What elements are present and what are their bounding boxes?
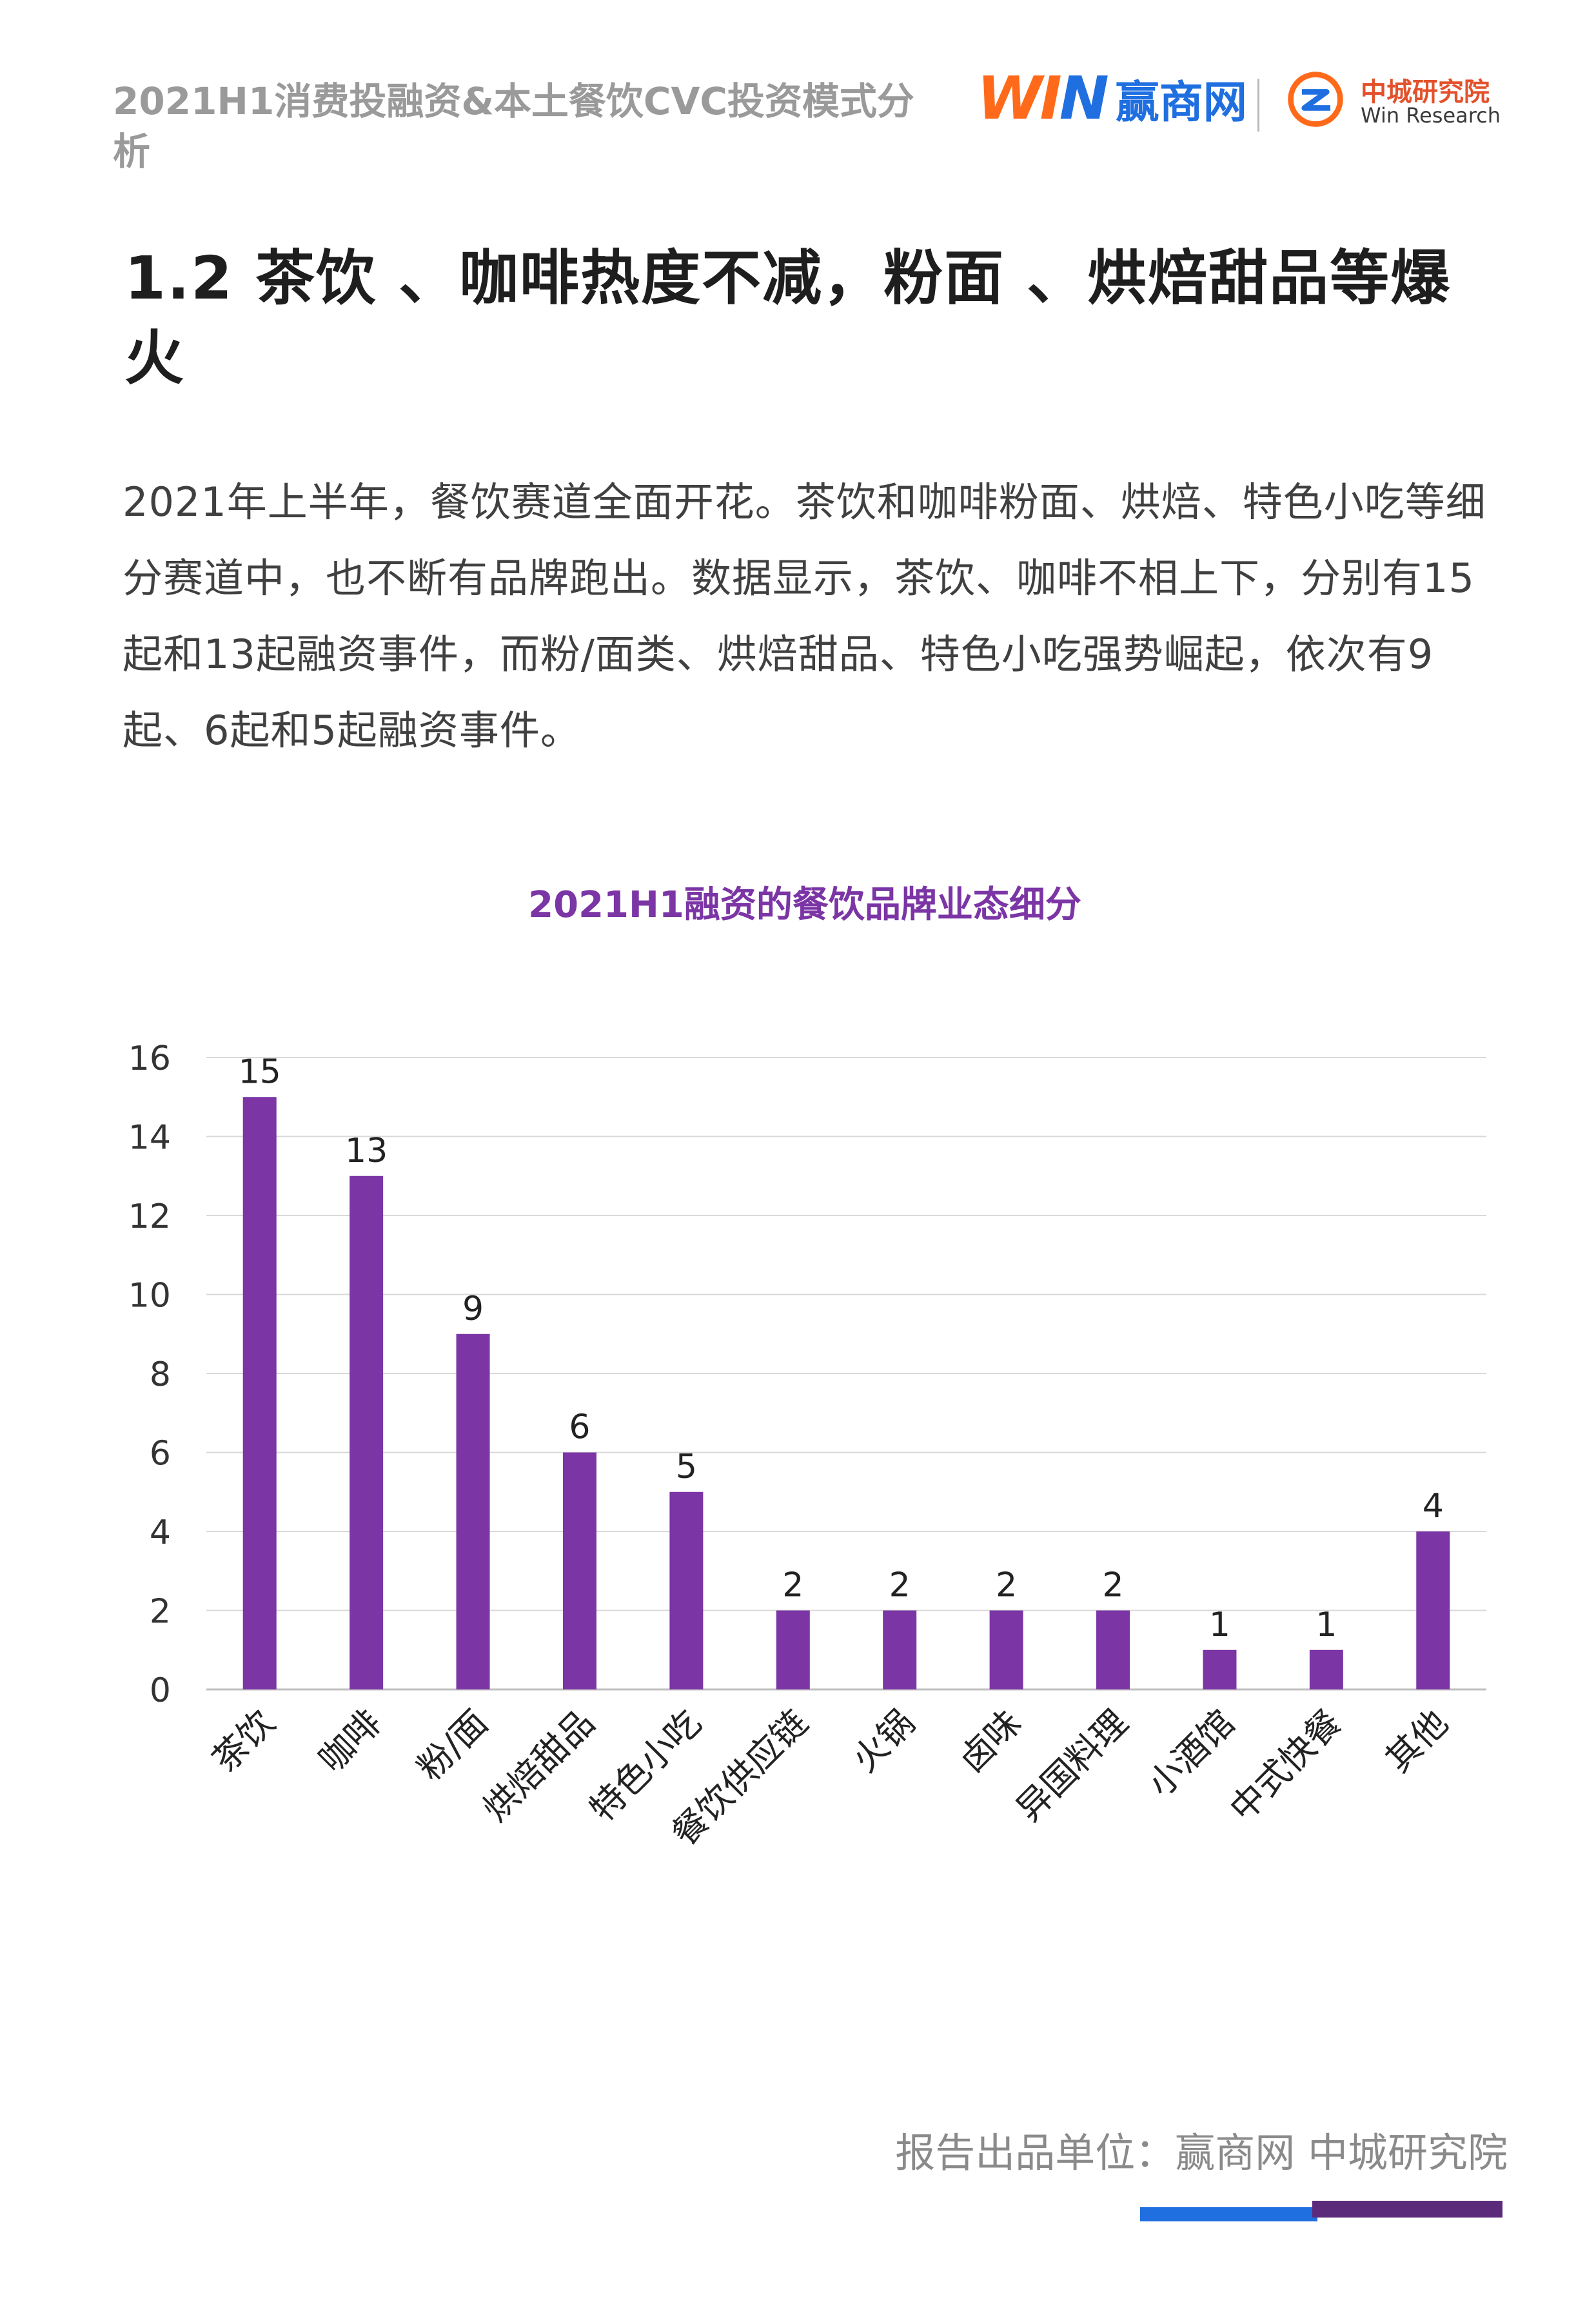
y-tick-label: 10 [128, 1277, 171, 1315]
footer-accent-bar-purple [1312, 2201, 1502, 2218]
bar [1203, 1649, 1237, 1689]
bar [350, 1176, 384, 1689]
y-tick-label: 16 [128, 1039, 171, 1078]
y-tick-label: 14 [128, 1119, 171, 1157]
chart-bars [242, 1097, 1450, 1689]
x-tick-label: 粉/面 [409, 1702, 496, 1789]
y-tick-label: 8 [150, 1355, 171, 1394]
logo-divider [1257, 79, 1259, 132]
win-research-logo: 中城研究院 Win Research [1285, 64, 1517, 135]
y-axis-ticks: 0 2 4 6 8 10 12 14 16 [128, 1039, 171, 1710]
y-tick-label: 4 [150, 1513, 171, 1552]
chart-title: 2021H1融资的餐饮品牌业态细分 [528, 884, 1081, 926]
bar [883, 1610, 917, 1689]
data-label: 13 [345, 1132, 388, 1170]
chart-gridlines [206, 1057, 1486, 1691]
x-tick-label: 其他 [1378, 1702, 1456, 1780]
y-tick-label: 2 [150, 1593, 171, 1631]
footer-accent-bar-blue [1140, 2207, 1317, 2221]
bar [1309, 1649, 1343, 1689]
bar [242, 1097, 277, 1689]
bar [989, 1610, 1023, 1689]
x-tick-label: 火锅 [844, 1702, 922, 1780]
data-label: 2 [1102, 1566, 1123, 1605]
data-label: 2 [996, 1566, 1017, 1605]
data-label: 4 [1423, 1487, 1444, 1526]
win-research-logo-icon [1288, 72, 1343, 127]
winshang-logo: WIN 赢商网 [977, 59, 1254, 137]
bar [456, 1333, 490, 1689]
data-label: 6 [569, 1408, 590, 1447]
x-tick-label: 异国料理 [1009, 1702, 1136, 1829]
data-label: 2 [889, 1566, 911, 1605]
data-label: 5 [676, 1448, 697, 1486]
y-tick-label: 12 [128, 1197, 171, 1236]
section-title: 1.2 茶饮 、咖啡热度不减，粉面 、烘焙甜品等爆火 [124, 244, 1452, 393]
x-tick-label: 小酒馆 [1140, 1702, 1243, 1805]
chart-data-labels: 15 13 9 6 5 2 2 2 2 1 1 4 [239, 1052, 1444, 1644]
y-tick-label: 0 [150, 1671, 171, 1710]
x-tick-label: 中式快餐 [1222, 1702, 1349, 1829]
bar [1096, 1610, 1130, 1689]
x-tick-label: 烘焙甜品 [475, 1702, 602, 1829]
data-label: 1 [1209, 1606, 1230, 1644]
bar [669, 1491, 704, 1689]
body-paragraph: 2021年上半年，餐饮赛道全面开花。茶饮和咖啡粉面、烘焙、特色小吃等细分赛道中，… [123, 478, 1486, 754]
x-tick-label: 卤味 [951, 1702, 1029, 1780]
report-title: 2021H1消费投融资&本土餐饮CVC投资模式分析 [113, 79, 914, 173]
winshang-logo-name: 赢商网 [1115, 77, 1247, 128]
data-label: 2 [782, 1566, 803, 1605]
y-tick-label: 6 [150, 1435, 171, 1473]
win-research-logo-en: Win Research [1361, 103, 1501, 128]
bar [562, 1452, 596, 1689]
bar [1416, 1531, 1450, 1689]
x-tick-label: 茶饮 [204, 1702, 282, 1780]
footer-credit: 报告出品单位：赢商网 中城研究院 [895, 2129, 1508, 2176]
x-tick-label: 咖啡 [311, 1702, 389, 1780]
win-research-logo-name: 中城研究院 [1361, 77, 1490, 107]
data-label: 1 [1315, 1606, 1337, 1644]
winshang-logo-mark: WIN [977, 63, 1109, 133]
bar [776, 1610, 810, 1689]
data-label: 9 [462, 1290, 484, 1328]
data-label: 15 [239, 1052, 281, 1091]
